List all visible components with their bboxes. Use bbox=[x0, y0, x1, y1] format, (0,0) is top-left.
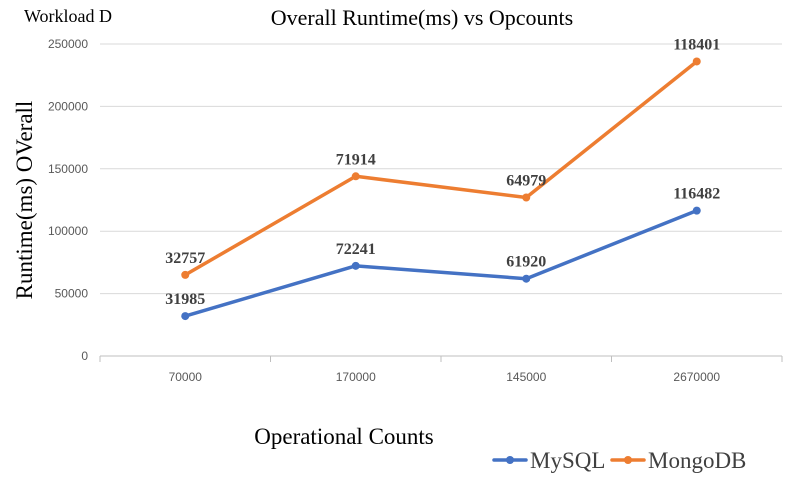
x-tick-label: 145000 bbox=[506, 370, 546, 384]
data-point-mysql bbox=[522, 274, 531, 283]
y-tick-label: 150000 bbox=[48, 162, 88, 176]
y-tick-labels: 0 50000 100000 150000 200000 250000 bbox=[48, 37, 88, 363]
y-tick-label: 250000 bbox=[48, 37, 88, 51]
data-label-mongodb: 71914 bbox=[336, 151, 376, 168]
legend-label-mongodb: MongoDB bbox=[648, 448, 746, 473]
x-axis-label: Operational Counts bbox=[254, 424, 434, 449]
data-label-mysql: 116482 bbox=[673, 186, 720, 203]
y-tick-label: 0 bbox=[81, 349, 88, 363]
data-point-mongodb bbox=[522, 193, 531, 202]
data-label-mysql: 31985 bbox=[165, 291, 205, 308]
workload-label: Workload D bbox=[24, 6, 112, 26]
legend-marker-mongodb bbox=[624, 456, 632, 464]
data-label-mongodb: 118401 bbox=[673, 36, 720, 53]
data-point-mysql bbox=[692, 206, 701, 215]
data-label-mysql: 72241 bbox=[336, 241, 376, 258]
data-label-mysql: 61920 bbox=[506, 254, 546, 271]
y-tick-label: 200000 bbox=[48, 99, 88, 113]
data-label-mongodb: 64979 bbox=[506, 173, 546, 190]
legend-marker-mysql bbox=[506, 456, 514, 464]
x-tick-label: 170000 bbox=[336, 370, 376, 384]
legend: MySQL MongoDB bbox=[492, 448, 746, 473]
y-tick-label: 100000 bbox=[48, 224, 88, 238]
data-point-mongodb bbox=[181, 270, 190, 279]
data-point-mysql bbox=[181, 312, 190, 321]
x-tick-label: 2670000 bbox=[673, 370, 720, 384]
data-point-mysql bbox=[351, 261, 360, 270]
data-label-mongodb: 32757 bbox=[165, 250, 205, 267]
x-tick-label: 70000 bbox=[169, 370, 203, 384]
x-tick-labels: 70000 170000 145000 2670000 bbox=[99, 356, 783, 384]
y-tick-label: 50000 bbox=[55, 287, 89, 301]
series-line-mongodb bbox=[183, 59, 699, 277]
series-layer bbox=[181, 57, 701, 321]
chart-title: Overall Runtime(ms) vs Opcounts bbox=[271, 5, 573, 30]
data-point-mongodb bbox=[351, 172, 360, 181]
data-point-mongodb bbox=[692, 57, 701, 66]
data-labels: 31985 72241 61920 116482 32757 71914 64979 1184… bbox=[165, 36, 720, 308]
series-line-mysql bbox=[183, 208, 699, 318]
y-axis-label: Runtime(ms) OVerall bbox=[12, 101, 37, 300]
gridlines bbox=[100, 43, 782, 357]
legend-label-mysql: MySQL bbox=[530, 448, 605, 473]
